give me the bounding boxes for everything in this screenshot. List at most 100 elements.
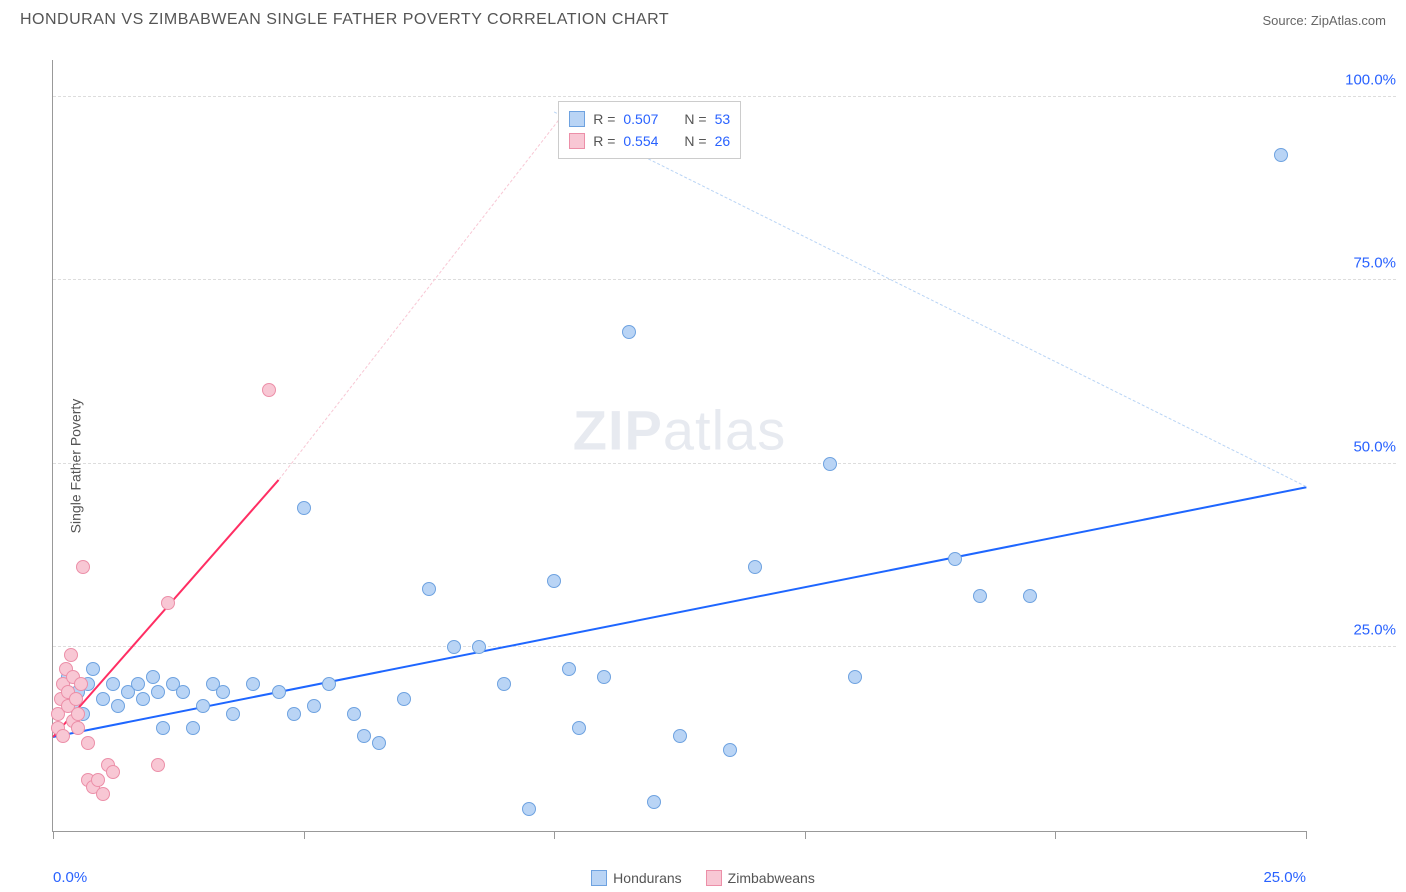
trend-dash: [554, 111, 1306, 486]
data-point: [186, 721, 200, 735]
legend-swatch: [591, 870, 607, 886]
data-point: [64, 648, 78, 662]
gridline-h: [53, 646, 1396, 647]
stats-row: R = 0.507 N = 53: [569, 108, 730, 130]
data-point: [76, 560, 90, 574]
data-point: [748, 560, 762, 574]
data-point: [472, 640, 486, 654]
data-point: [146, 670, 160, 684]
data-point: [71, 721, 85, 735]
data-point: [357, 729, 371, 743]
legend: Hondurans Zimbabweans: [0, 870, 1406, 886]
n-label: N =: [684, 133, 706, 149]
n-value: 26: [715, 133, 731, 149]
legend-item: Hondurans: [591, 870, 682, 886]
gridline-h: [53, 279, 1396, 280]
trend-dash: [278, 112, 564, 480]
watermark: ZIPatlas: [573, 398, 786, 463]
data-point: [622, 325, 636, 339]
data-point: [447, 640, 461, 654]
data-point: [723, 743, 737, 757]
data-point: [307, 699, 321, 713]
data-point: [216, 685, 230, 699]
data-point: [422, 582, 436, 596]
plot-region: ZIPatlas 25.0%50.0%75.0%100.0%0.0%25.0%R…: [52, 60, 1306, 832]
y-tick-label: 50.0%: [1316, 438, 1396, 455]
chart-area: Single Father Poverty ZIPatlas 25.0%50.0…: [0, 40, 1406, 892]
data-point: [562, 662, 576, 676]
data-point: [81, 736, 95, 750]
data-point: [71, 707, 85, 721]
data-point: [91, 773, 105, 787]
r-value: 0.507: [623, 111, 658, 127]
data-point: [848, 670, 862, 684]
data-point: [196, 699, 210, 713]
x-tick: [1306, 831, 1307, 839]
series-swatch: [569, 111, 585, 127]
data-point: [131, 677, 145, 691]
source-attr: Source: ZipAtlas.com: [1262, 13, 1386, 28]
x-tick: [1055, 831, 1056, 839]
legend-label: Zimbabweans: [728, 870, 815, 886]
data-point: [96, 692, 110, 706]
series-swatch: [569, 133, 585, 149]
gridline-h: [53, 96, 1396, 97]
data-point: [151, 758, 165, 772]
data-point: [297, 501, 311, 515]
data-point: [151, 685, 165, 699]
data-point: [161, 596, 175, 610]
header: HONDURAN VS ZIMBABWEAN SINGLE FATHER POV…: [0, 0, 1406, 40]
y-tick-label: 100.0%: [1316, 71, 1396, 88]
watermark-atlas: atlas: [663, 399, 786, 462]
data-point: [823, 457, 837, 471]
data-point: [322, 677, 336, 691]
watermark-zip: ZIP: [573, 399, 663, 462]
data-point: [397, 692, 411, 706]
data-point: [1023, 589, 1037, 603]
chart-title: HONDURAN VS ZIMBABWEAN SINGLE FATHER POV…: [20, 11, 669, 29]
stats-box: R = 0.507 N = 53 R = 0.554 N = 26: [558, 101, 741, 159]
data-point: [56, 729, 70, 743]
r-label: R =: [593, 111, 615, 127]
data-point: [647, 795, 661, 809]
data-point: [973, 589, 987, 603]
legend-swatch: [706, 870, 722, 886]
data-point: [226, 707, 240, 721]
data-point: [948, 552, 962, 566]
data-point: [246, 677, 260, 691]
gridline-h: [53, 463, 1396, 464]
y-tick-label: 25.0%: [1316, 622, 1396, 639]
data-point: [287, 707, 301, 721]
data-point: [262, 383, 276, 397]
n-value: 53: [715, 111, 731, 127]
x-tick: [554, 831, 555, 839]
n-label: N =: [684, 111, 706, 127]
data-point: [69, 692, 83, 706]
data-point: [673, 729, 687, 743]
data-point: [106, 677, 120, 691]
data-point: [176, 685, 190, 699]
data-point: [106, 765, 120, 779]
source-label: Source:: [1262, 13, 1310, 28]
r-value: 0.554: [623, 133, 658, 149]
source-link[interactable]: ZipAtlas.com: [1311, 13, 1386, 28]
legend-item: Zimbabweans: [706, 870, 815, 886]
data-point: [572, 721, 586, 735]
data-point: [136, 692, 150, 706]
chart-container: HONDURAN VS ZIMBABWEAN SINGLE FATHER POV…: [0, 0, 1406, 892]
r-label: R =: [593, 133, 615, 149]
x-tick: [53, 831, 54, 839]
data-point: [74, 677, 88, 691]
data-point: [96, 787, 110, 801]
data-point: [272, 685, 286, 699]
stats-row: R = 0.554 N = 26: [569, 130, 730, 152]
data-point: [1274, 148, 1288, 162]
data-point: [86, 662, 100, 676]
y-tick-label: 75.0%: [1316, 255, 1396, 272]
data-point: [347, 707, 361, 721]
data-point: [547, 574, 561, 588]
data-point: [597, 670, 611, 684]
data-point: [156, 721, 170, 735]
data-point: [522, 802, 536, 816]
legend-label: Hondurans: [613, 870, 682, 886]
